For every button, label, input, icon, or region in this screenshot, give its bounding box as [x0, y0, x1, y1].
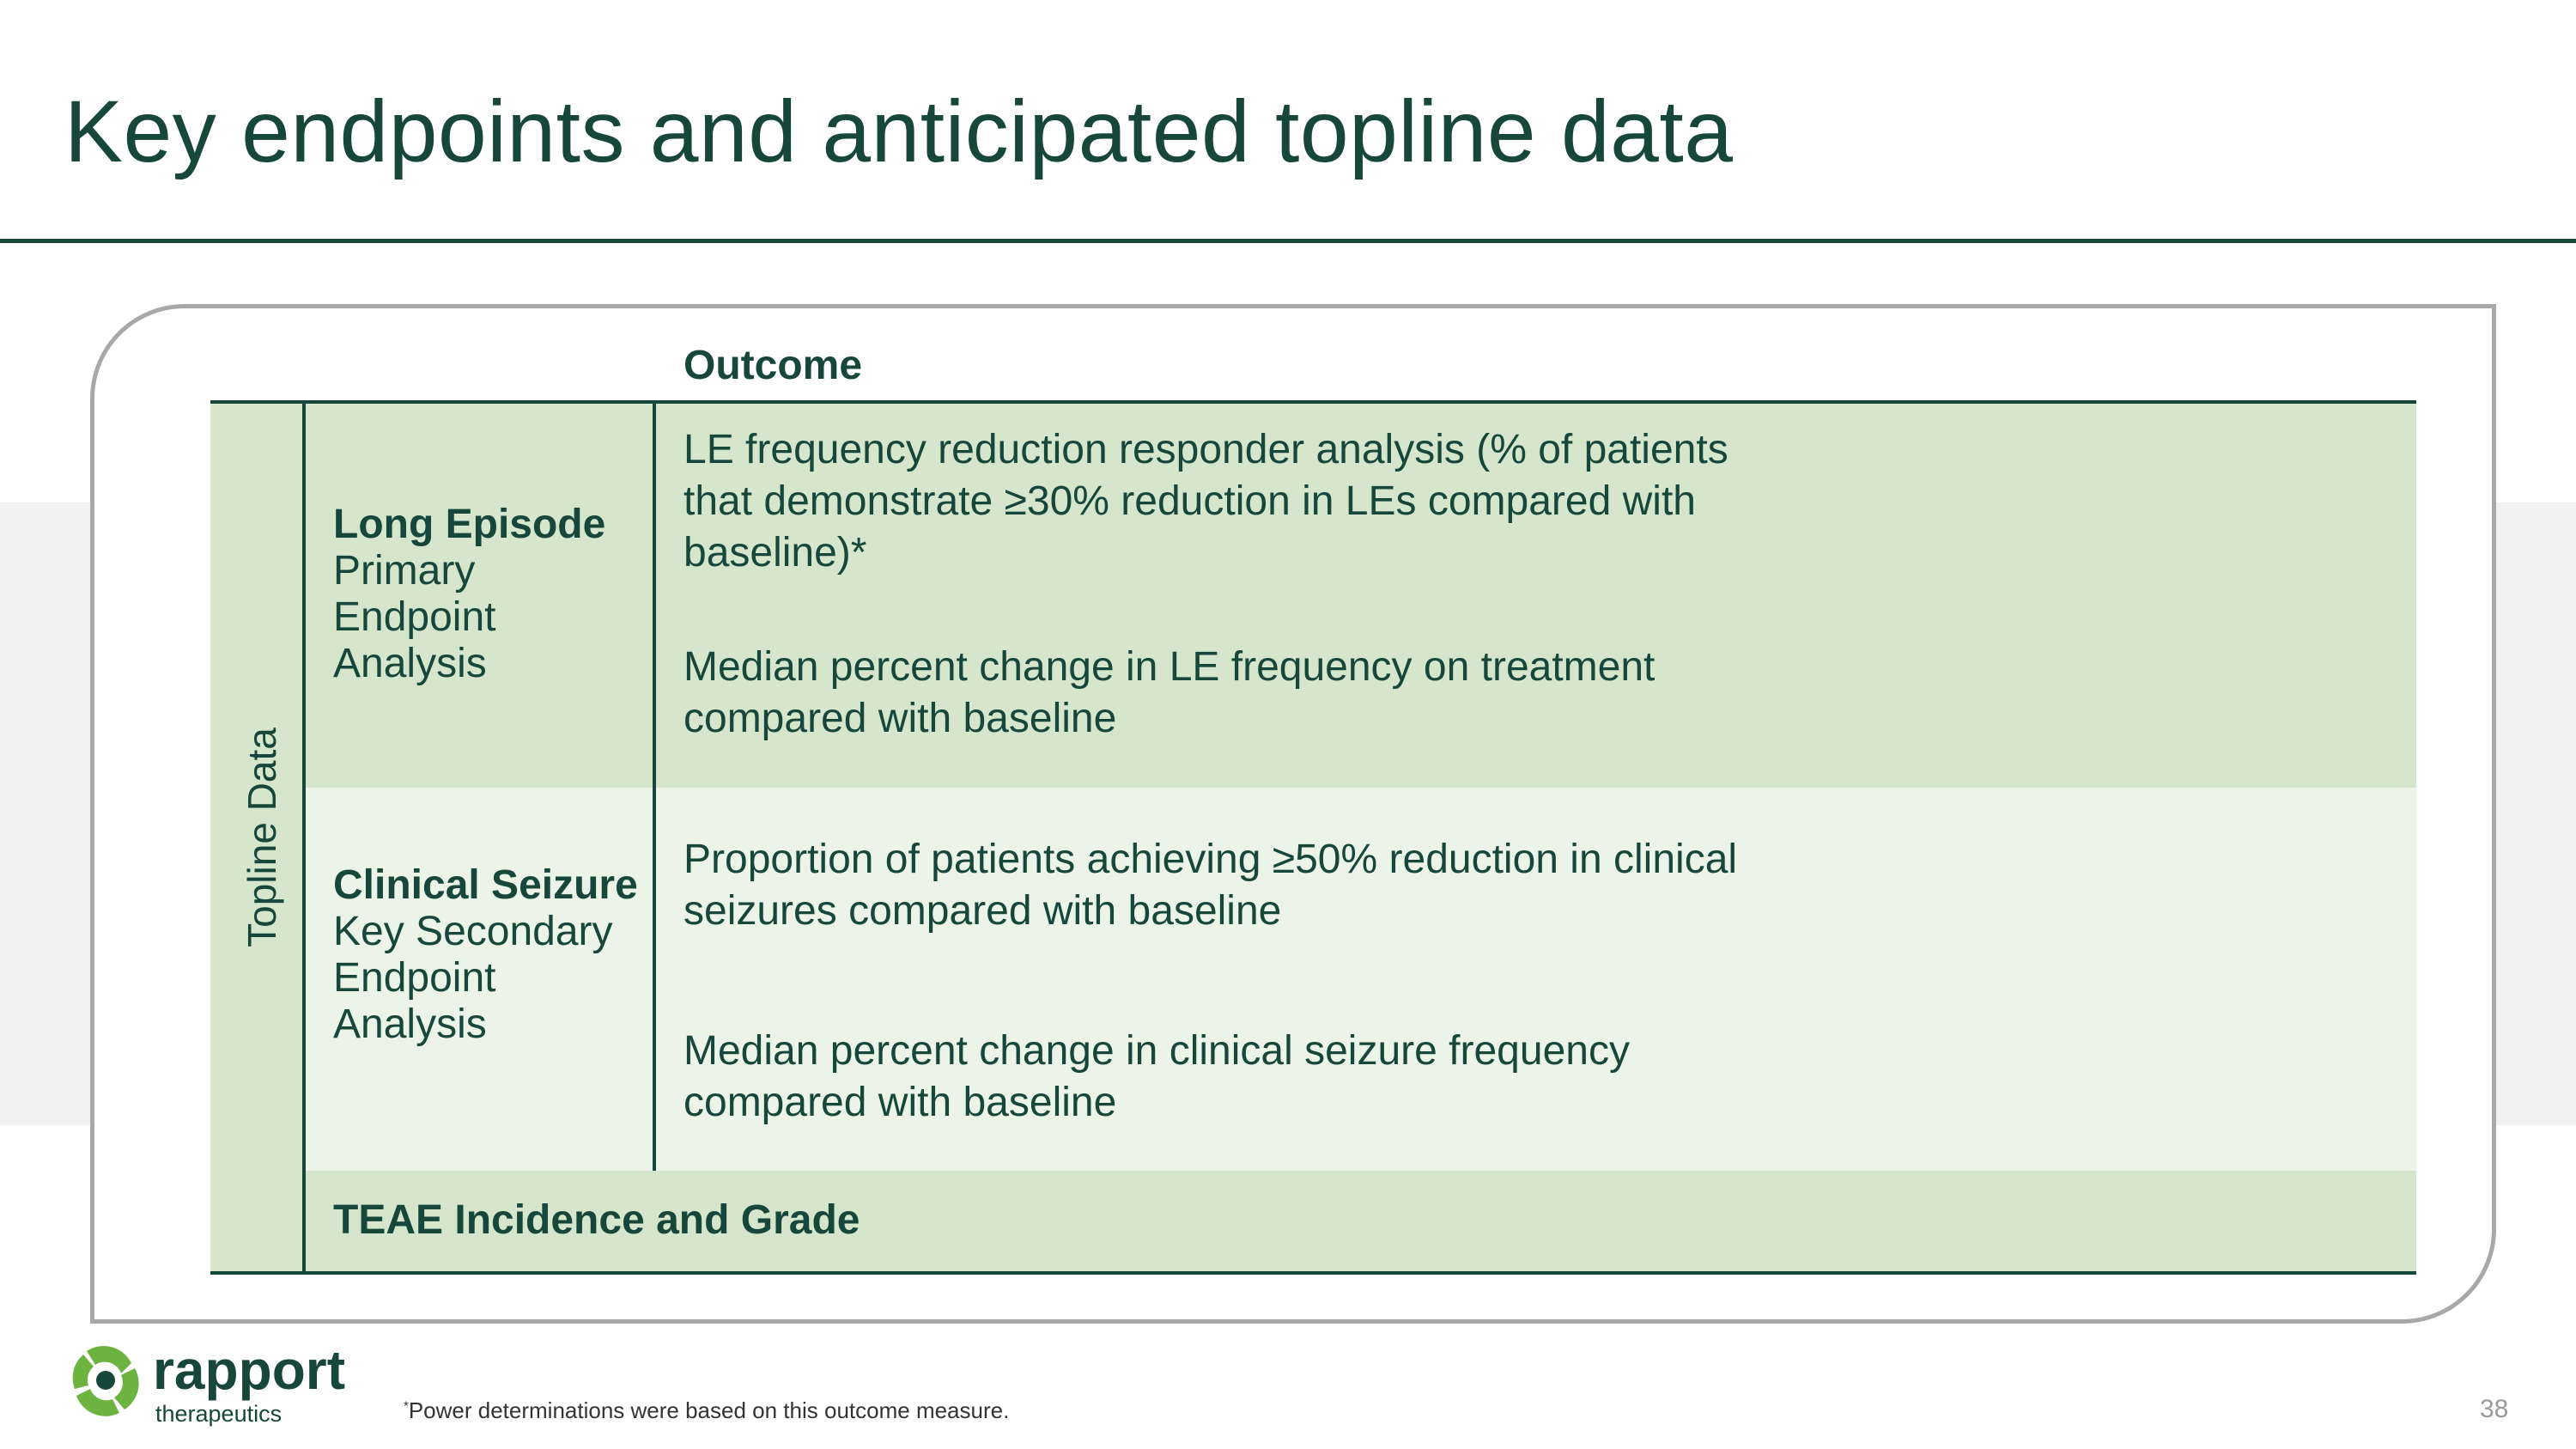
topline-group-cell — [210, 404, 303, 1273]
outcome-le-median-change: Median percent change in LE frequency on… — [683, 644, 1656, 741]
row-label-bold: Clinical Seizure — [333, 862, 638, 908]
table-row-teae — [306, 1171, 2416, 1271]
footnote-marker: * — [404, 1398, 409, 1414]
table-row-long-episode — [306, 404, 2416, 788]
slide-title: Key endpoints and anticipated topline da… — [64, 82, 1734, 180]
outcome-column-header: Outcome — [683, 343, 863, 388]
topline-group-label: Topline Data — [240, 728, 284, 947]
footnote: *Power determinations were based on this… — [404, 1397, 1009, 1424]
rapport-logo: rapport therapeutics — [72, 1339, 345, 1427]
outcome-seizure-proportion: Proportion of patients achieving ≥50% re… — [683, 837, 1738, 934]
row-label-clinical-seizure: Clinical Seizure Key Secondary Endpoint … — [333, 862, 638, 1048]
logo-subtitle: therapeutics — [155, 1401, 282, 1427]
title-divider — [0, 239, 2576, 243]
row-label-text: Primary Endpoint Analysis — [333, 548, 496, 686]
row-label-bold: Long Episode — [333, 502, 606, 547]
row-label-long-episode: Long Episode Primary Endpoint Analysis — [333, 502, 638, 687]
outcome-divider-line — [653, 404, 656, 1171]
outcome-seizure-median-change: Median percent change in clinical seizur… — [683, 1028, 1630, 1125]
outcome-le-responder: LE frequency reduction responder analysi… — [683, 427, 1728, 575]
row-label-teae: TEAE Incidence and Grade — [333, 1197, 860, 1243]
table-row-clinical-seizure — [306, 788, 2416, 1171]
logo-wordmark: rapport — [153, 1339, 345, 1401]
group-divider-line — [302, 404, 306, 1273]
page-number: 38 — [2480, 1395, 2509, 1423]
table-header-rule — [210, 400, 2416, 404]
row-label-text: Key Secondary Endpoint Analysis — [333, 909, 613, 1047]
table-bottom-rule — [210, 1271, 2416, 1275]
footnote-text: Power determinations were based on this … — [408, 1397, 1010, 1423]
